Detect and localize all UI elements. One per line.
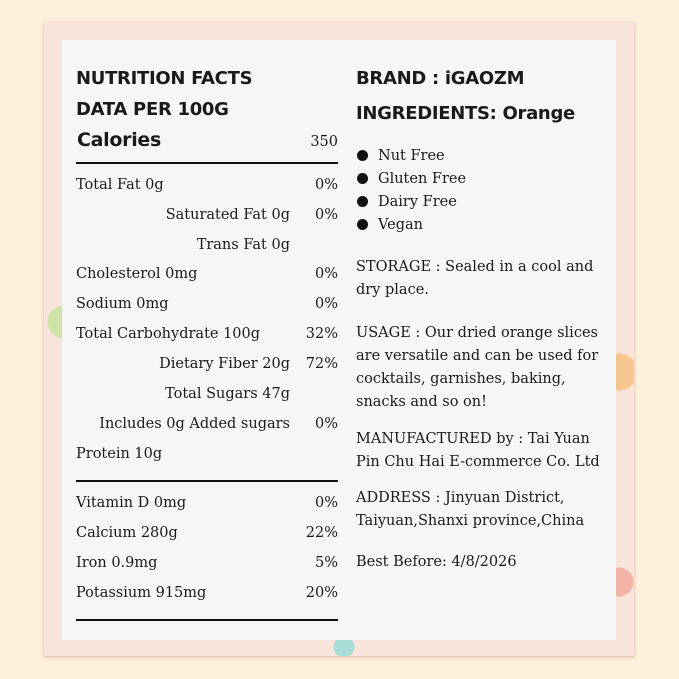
storage-line: STORAGE : Sealed in a cool and — [356, 259, 594, 275]
row-label: Potassium 915mg — [76, 585, 207, 601]
feature-label: Dairy Free — [378, 194, 457, 210]
address-line: Taiyuan,Shanxi province,China — [356, 513, 585, 529]
nutrition-title: NUTRITION FACTS — [76, 68, 253, 89]
address-line: ADDRESS : Jinyuan District, — [356, 490, 565, 506]
usage-line: cocktails, garnishes, baking, — [356, 371, 566, 387]
row-label: Saturated Fat 0g — [165, 207, 290, 223]
row-label: Includes 0g Added sugars — [99, 416, 290, 432]
feature-label: Nut Free — [378, 148, 445, 164]
divider — [76, 480, 338, 482]
manufacturer-line: Pin Chu Hai E-commerce Co. Ltd — [356, 454, 600, 470]
manufacturer-line: MANUFACTURED by : Tai Yuan — [356, 431, 590, 447]
feature-item: Vegan — [357, 217, 423, 233]
row-pct: 0% — [314, 266, 338, 282]
bullet-icon — [357, 150, 368, 161]
row-label: Dietary Fiber 20g — [159, 356, 290, 372]
feature-item: Gluten Free — [357, 171, 466, 187]
row-label: Sodium 0mg — [76, 296, 169, 312]
divider — [76, 162, 338, 164]
brand: BRAND : iGAOZM — [356, 68, 525, 89]
feature-item: Nut Free — [357, 148, 445, 164]
row-label: Vitamin D 0mg — [76, 495, 187, 511]
calories-label: Calories — [77, 129, 162, 151]
feature-label: Vegan — [378, 217, 423, 233]
row-label: Total Fat 0g — [76, 177, 164, 193]
best-before: Best Before: 4/8/2026 — [356, 554, 517, 570]
row-pct: 0% — [314, 296, 338, 312]
row-pct: 72% — [305, 356, 338, 372]
usage-line: are versatile and can be used for — [356, 348, 599, 364]
row-pct: 0% — [314, 207, 338, 223]
row-pct: 20% — [305, 585, 338, 601]
row-label: Cholesterol 0mg — [76, 266, 198, 282]
feature-label: Gluten Free — [378, 171, 467, 187]
row-pct: 22% — [305, 525, 338, 541]
row-pct: 0% — [314, 177, 338, 193]
divider — [76, 619, 338, 621]
row-label: Trans Fat 0g — [196, 237, 290, 253]
bullet-icon — [357, 219, 368, 230]
usage-line: snacks and so on! — [356, 394, 487, 410]
row-pct: 0% — [314, 416, 338, 432]
row-label: Total Sugars 47g — [165, 386, 290, 402]
row-label: Iron 0.9mg — [76, 555, 158, 571]
row-pct: 32% — [305, 326, 338, 342]
ingredients: INGREDIENTS: Orange — [356, 103, 575, 124]
storage-line: dry place. — [356, 282, 429, 298]
row-pct: 5% — [314, 555, 338, 571]
usage-line: USAGE : Our dried orange slices — [356, 325, 598, 341]
data-per-100g: DATA PER 100G — [76, 99, 229, 120]
bullet-icon — [357, 196, 368, 207]
row-label: Protein 10g — [76, 446, 163, 462]
row-pct: 0% — [314, 495, 338, 511]
row-label: Calcium 280g — [76, 525, 178, 541]
bullet-icon — [357, 173, 368, 184]
feature-item: Dairy Free — [357, 194, 457, 210]
calories-value: 350 — [310, 134, 338, 150]
row-label: Total Carbohydrate 100g — [76, 326, 261, 342]
label-panel — [62, 40, 616, 640]
